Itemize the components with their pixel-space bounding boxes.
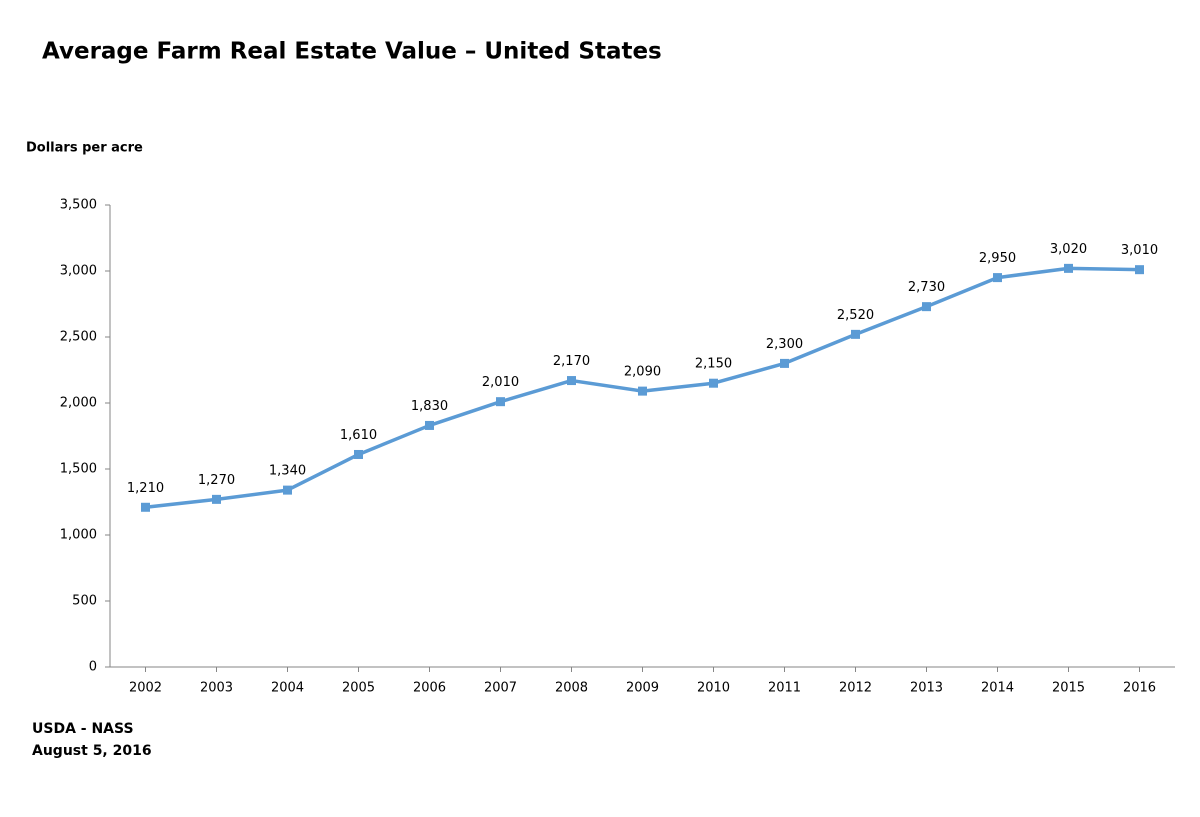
source: USDA - NASS bbox=[32, 721, 134, 737]
data-label: 2,730 bbox=[908, 280, 945, 295]
data-label: 2,090 bbox=[624, 365, 661, 380]
marker bbox=[1064, 263, 1073, 273]
marker bbox=[141, 502, 150, 512]
x-tick-label: 2003 bbox=[200, 681, 233, 696]
marker bbox=[425, 420, 434, 430]
marker bbox=[709, 378, 718, 388]
x-tick-label: 2011 bbox=[768, 681, 801, 696]
data-label: 2,150 bbox=[695, 357, 732, 372]
x-tick-label: 2013 bbox=[910, 681, 943, 696]
data-label: 1,210 bbox=[127, 481, 164, 496]
y-tick-label: 2,000 bbox=[60, 396, 97, 411]
x-tick-label: 2012 bbox=[839, 681, 872, 696]
data-label: 1,270 bbox=[198, 473, 235, 488]
marker bbox=[780, 358, 789, 368]
marker bbox=[212, 494, 221, 504]
y-tick-label: 2,500 bbox=[60, 330, 97, 345]
chart-title: Average Farm Real Estate Value – United … bbox=[42, 39, 662, 65]
y-tick-label: 3,500 bbox=[60, 198, 97, 213]
marker bbox=[638, 386, 647, 396]
marker bbox=[922, 302, 931, 312]
data-label: 2,170 bbox=[553, 354, 590, 369]
y-tick-label: 3,000 bbox=[60, 264, 97, 279]
x-tick-label: 2002 bbox=[129, 681, 162, 696]
marker bbox=[851, 329, 860, 339]
y-tick-label: 500 bbox=[72, 594, 97, 609]
marker bbox=[993, 273, 1002, 283]
marker bbox=[283, 485, 292, 495]
x-tick-label: 2014 bbox=[981, 681, 1014, 696]
data-label: 3,010 bbox=[1121, 243, 1158, 258]
x-tick-label: 2005 bbox=[342, 681, 375, 696]
y-tick-label: 1,000 bbox=[60, 528, 97, 543]
x-tick-label: 2015 bbox=[1052, 681, 1085, 696]
data-label: 2,010 bbox=[482, 375, 519, 390]
marker bbox=[567, 376, 576, 386]
x-tick-label: 2006 bbox=[413, 681, 446, 696]
x-tick-label: 2008 bbox=[555, 681, 588, 696]
data-label: 1,610 bbox=[340, 428, 377, 443]
y-tick-label: 1,500 bbox=[60, 462, 97, 477]
y-axis-label: Dollars per acre bbox=[26, 141, 143, 156]
marker bbox=[1135, 265, 1144, 275]
data-label: 2,950 bbox=[979, 251, 1016, 266]
x-tick-label: 2010 bbox=[697, 681, 730, 696]
x-tick-label: 2004 bbox=[271, 681, 304, 696]
source-date: August 5, 2016 bbox=[32, 743, 152, 759]
data-label: 2,300 bbox=[766, 337, 803, 352]
y-tick-label: 0 bbox=[89, 660, 97, 675]
data-label: 1,830 bbox=[411, 399, 448, 414]
data-label: 3,020 bbox=[1050, 242, 1087, 257]
data-label: 2,520 bbox=[837, 308, 874, 323]
marker bbox=[496, 397, 505, 407]
marker bbox=[354, 449, 363, 459]
x-tick-label: 2007 bbox=[484, 681, 517, 696]
data-label: 1,340 bbox=[269, 464, 306, 479]
x-tick-label: 2009 bbox=[626, 681, 659, 696]
x-tick-label: 2016 bbox=[1123, 681, 1156, 696]
